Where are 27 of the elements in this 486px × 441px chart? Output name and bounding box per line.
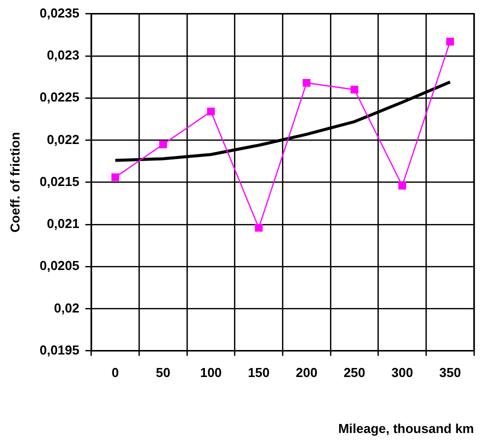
x-tick-label: 50 (156, 365, 170, 380)
x-tick-label: 150 (248, 365, 270, 380)
point (111, 173, 120, 182)
x-axis-title: Mileage, thousand km (338, 420, 474, 436)
x-tick-label: 100 (200, 365, 222, 380)
y-tick-label: 0,023 (46, 48, 80, 63)
y-tick-label: 0,0205 (40, 258, 80, 274)
y-axis-title: Coeff. of friction (7, 132, 22, 232)
point (446, 38, 454, 46)
x-tick-label: 300 (391, 365, 414, 380)
y-tick-label: 0,02 (54, 300, 80, 316)
y-tick-label: 0,021 (46, 216, 80, 232)
x-tick-label: 200 (296, 365, 318, 380)
point (207, 108, 215, 116)
point (350, 86, 358, 94)
y-tick-label: 0,0235 (40, 5, 80, 20)
y-tick-label: 0,022 (46, 132, 80, 147)
point (302, 78, 310, 87)
x-tick-label: 0 (112, 365, 119, 380)
point (159, 140, 167, 148)
point (398, 182, 406, 190)
point (254, 224, 263, 232)
x-tick-label: 250 (344, 365, 366, 380)
y-tick-label: 0,0195 (40, 342, 80, 358)
x-tick-label: 350 (439, 365, 461, 380)
y-tick-label: 0,0225 (40, 90, 80, 105)
y-tick-label: 0,0215 (40, 174, 80, 189)
